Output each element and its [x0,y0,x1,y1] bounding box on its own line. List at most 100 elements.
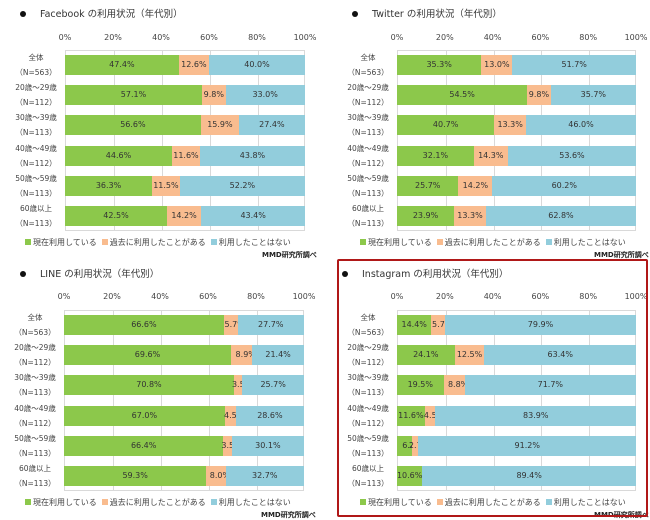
legend-label: 利用したことはない [553,238,626,247]
line-chart-title: LINE の利用状況（年代別） [20,266,159,280]
chart-legend: 現在利用している 過去に利用したことがある 利用したことはない [360,237,631,248]
category-label: 60歳以上 （N=113） [340,461,396,491]
category-name: 20歳～29歳 [347,83,389,93]
x-tick-label: 40% [483,33,502,42]
category-n: （N=112） [14,358,56,368]
data-label: 13.3% [497,120,523,130]
bar-segment-never [225,85,305,106]
bar-segment-current [65,55,179,76]
x-tick-label: 60% [531,33,550,42]
category-label: 30歳～39歳 （N=113） [340,110,396,140]
category-name: 30歳～39歳 [347,373,389,383]
bar-segment-past [494,115,527,136]
category-label: 50歳～59歳 （N=113） [340,171,396,201]
data-label: 3.5% [232,375,252,395]
data-label: 11.6% [173,150,199,160]
data-label: 25.7% [260,380,286,390]
bullet-icon [20,10,26,17]
legend-label: 過去に利用したことがある [444,238,541,247]
bar-segment-past [454,205,486,226]
category-name: 50歳～59歳 [15,173,57,183]
legend-swatch-icon [545,238,552,245]
x-tick-label: 100% [624,33,648,42]
legend-swatch-icon [436,238,443,245]
category-n: （N=112） [347,98,389,108]
data-label: 43.8% [239,150,266,160]
data-label: 56.6% [120,120,146,130]
legend-label: 利用したことはない [218,238,291,247]
data-label: 47.4% [109,60,135,70]
category-label: 60歳以上 （N=113） [340,201,396,231]
legend-swatch-icon [25,238,31,245]
gridline [445,51,447,230]
category-label: 60歳以上 （N=113） [8,201,64,231]
data-label: 14.3% [478,150,504,160]
data-label: 5.7% [224,320,245,330]
data-label: 44.6% [105,150,132,160]
bullet-icon [342,270,348,277]
x-tick-label: 20% [435,292,454,301]
plot-area [65,50,305,231]
plot-area [64,310,304,491]
category-n: （N=113） [15,188,57,198]
bar-segment-past [178,55,209,76]
data-label: 57.1% [120,90,147,100]
legend-item: 現在利用している [360,498,432,507]
bullet-icon [352,10,358,17]
gridline [210,51,211,230]
data-label: 14.2% [171,210,197,220]
bar-segment-past [233,375,243,396]
title-text: LINE の利用状況（年代別） [40,269,160,280]
data-label: 15.9% [207,120,233,130]
legend-swatch-icon [360,238,366,245]
bar-segment-current [64,405,225,426]
category-label: 全体 （N=563） [8,50,64,80]
data-label: 13.3% [457,210,483,220]
bar-segment-never [242,375,304,396]
bar-segment-past [527,85,551,106]
category-label: 全体 （N=563） [340,50,396,80]
data-label: 51.7% [561,60,587,70]
category-label: 50歳～59歳 （N=113） [340,431,396,461]
category-n: （N=112） [347,158,389,168]
bar-segment-current [397,315,432,336]
category-n: （N=113） [15,218,57,228]
bar-segment-past [172,145,200,166]
legend-label: 過去に利用したことがある [109,238,206,247]
category-name: 全体 [360,53,376,63]
data-label: 35.7% [580,90,607,100]
bar-segment-current [65,115,201,136]
data-label: 9.8% [203,90,224,100]
twitter-chart-title: Twitter の利用状況（年代別） [352,6,502,20]
title-text: Facebook の利用状況（年代別） [40,9,183,20]
gridline [589,51,591,230]
data-label: 5.7% [432,320,453,330]
category-n: （N=563） [347,328,389,338]
data-label: 67.0% [131,410,158,420]
x-tick-label: 60% [200,33,218,42]
bar-segment-current [397,175,459,196]
gridline [114,51,115,230]
x-tick-label: 80% [579,33,598,42]
data-label: 70.8% [136,380,162,390]
source-credit: MMD研究所調べ [261,511,316,519]
x-tick-label: 20% [103,292,121,301]
data-label: 52.2% [229,180,256,190]
bar-segment-current [64,375,234,396]
bar-segment-never [199,145,305,166]
data-label: 40.0% [244,60,270,70]
category-name: 30歳～39歳 [14,373,56,383]
category-label: 40歳～49歳 （N=112） [8,141,64,171]
legend-label: 現在利用している [33,498,97,507]
legend-item: 過去に利用したことがある [436,238,541,247]
category-name: 50歳～59歳 [14,433,56,443]
bar-segment-never [239,115,305,136]
category-label: 50歳～59歳 （N=113） [7,431,63,461]
x-tick-label: 40% [151,292,169,301]
bar-segment-current [65,205,167,226]
category-name: 全体 [28,53,44,63]
category-label: 40歳～49歳 （N=112） [7,401,63,431]
bar-segment-never [485,205,636,226]
data-label: 10.6% [396,470,423,480]
x-tick-label: 0% [390,33,404,42]
